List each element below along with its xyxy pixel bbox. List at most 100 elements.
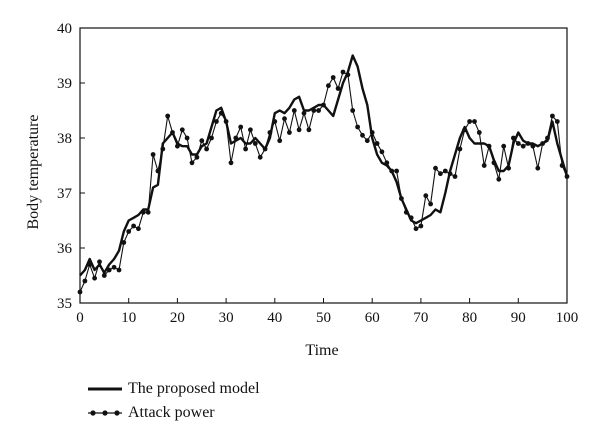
data-point	[321, 102, 326, 108]
data-point	[491, 160, 497, 166]
data-point	[525, 141, 531, 146]
data-point	[155, 168, 161, 174]
data-point	[330, 75, 336, 80]
data-point	[472, 119, 477, 124]
x-tick-label: 0	[76, 310, 84, 326]
x-tick-label: 30	[219, 310, 234, 326]
data-point	[272, 119, 278, 124]
data-point	[545, 135, 550, 141]
data-point	[442, 168, 448, 174]
data-point	[394, 168, 399, 174]
data-point	[326, 83, 331, 89]
x-axis: 0 10 20 30 40 50 60 70 80 90 100	[76, 298, 578, 326]
legend-item-proposed-model: The proposed model	[88, 377, 260, 401]
data-point	[311, 108, 317, 113]
data-point	[243, 146, 249, 152]
data-point	[511, 135, 516, 141]
data-point	[77, 289, 83, 295]
data-point	[194, 154, 200, 160]
data-point	[399, 196, 404, 201]
data-point	[267, 130, 273, 135]
data-point	[408, 215, 414, 221]
data-point	[160, 146, 166, 152]
data-point	[82, 278, 88, 284]
data-point	[126, 229, 132, 234]
data-point	[433, 165, 438, 171]
data-point	[535, 165, 541, 171]
data-point	[111, 264, 117, 270]
data-point	[209, 135, 214, 141]
data-point	[106, 267, 112, 273]
data-point	[262, 146, 268, 152]
data-point	[257, 154, 263, 160]
data-point	[199, 138, 205, 144]
data-point	[530, 143, 536, 149]
data-point	[189, 160, 195, 166]
data-point	[214, 119, 219, 124]
x-tick-label: 70	[413, 310, 428, 326]
data-point	[550, 113, 555, 119]
data-point	[277, 138, 283, 144]
data-point	[121, 240, 127, 245]
data-point	[184, 135, 190, 141]
data-point	[374, 141, 380, 146]
data-point	[223, 119, 229, 124]
legend: The proposed model Attack power	[88, 377, 260, 425]
data-point	[179, 127, 185, 133]
data-point	[384, 160, 390, 166]
y-tick-label: 37	[57, 186, 73, 202]
legend-label-proposed-model: The proposed model	[128, 380, 260, 397]
data-point	[170, 130, 175, 135]
data-point	[291, 108, 297, 113]
data-point	[403, 209, 409, 215]
data-point	[486, 143, 492, 149]
data-point	[501, 143, 507, 149]
y-tick-label: 36	[57, 241, 73, 257]
data-point	[481, 163, 487, 168]
x-tick-label: 60	[365, 310, 380, 326]
data-point	[345, 72, 351, 78]
data-point	[136, 226, 141, 232]
data-point	[467, 119, 472, 124]
data-point	[204, 146, 210, 152]
y-tick-label: 40	[57, 21, 72, 37]
data-point	[335, 86, 341, 91]
data-point	[389, 168, 395, 174]
data-point	[428, 201, 433, 207]
data-point	[301, 110, 307, 116]
x-tick-label: 50	[316, 310, 331, 326]
data-point	[296, 127, 302, 133]
data-point	[452, 174, 458, 179]
data-point	[175, 143, 180, 149]
data-point	[462, 127, 468, 133]
data-point	[101, 273, 107, 278]
data-point	[355, 124, 360, 130]
data-point	[360, 132, 365, 138]
data-point	[540, 141, 545, 146]
x-tick-label: 80	[462, 310, 477, 326]
x-axis-label: Time	[305, 342, 338, 359]
data-point	[340, 69, 346, 75]
data-point	[447, 171, 453, 177]
data-point	[379, 149, 385, 155]
data-point	[559, 163, 565, 168]
x-tick-label: 100	[556, 310, 579, 326]
data-point	[515, 141, 521, 146]
data-point	[413, 226, 419, 232]
series-line-proposed-model	[79, 54, 569, 277]
y-tick-label: 35	[57, 296, 72, 312]
data-point	[423, 193, 429, 199]
data-point	[316, 108, 321, 113]
data-point	[165, 113, 171, 119]
data-point	[350, 108, 356, 113]
data-point	[145, 209, 151, 215]
x-tick-label: 20	[170, 310, 185, 326]
data-point	[438, 171, 443, 177]
plot-area	[77, 54, 570, 295]
data-point	[282, 116, 287, 122]
thick-line-icon	[88, 387, 122, 391]
data-point	[233, 135, 239, 141]
x-tick-label: 10	[121, 310, 136, 326]
line-with-dots-icon	[88, 410, 122, 416]
